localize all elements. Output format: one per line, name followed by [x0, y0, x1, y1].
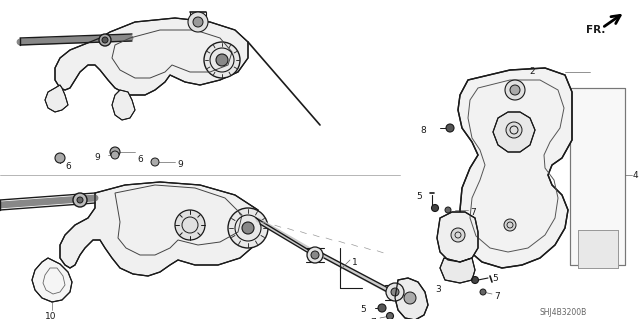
Circle shape — [175, 210, 205, 240]
Circle shape — [480, 289, 486, 295]
Text: 6: 6 — [65, 162, 71, 171]
Circle shape — [110, 147, 120, 157]
Circle shape — [387, 313, 394, 319]
Text: 5: 5 — [416, 192, 422, 201]
Circle shape — [446, 124, 454, 132]
Polygon shape — [570, 88, 625, 265]
Circle shape — [228, 208, 268, 248]
Text: 10: 10 — [45, 312, 56, 319]
Circle shape — [216, 54, 228, 66]
Circle shape — [242, 222, 254, 234]
Circle shape — [510, 85, 520, 95]
Circle shape — [404, 292, 416, 304]
Circle shape — [378, 304, 386, 312]
Circle shape — [505, 80, 525, 100]
Polygon shape — [60, 182, 262, 276]
Polygon shape — [112, 90, 135, 120]
Text: 4: 4 — [633, 170, 639, 180]
Text: FR.: FR. — [586, 25, 605, 35]
Text: 7: 7 — [470, 208, 476, 217]
Circle shape — [391, 288, 399, 296]
Circle shape — [472, 277, 479, 284]
Polygon shape — [45, 85, 68, 112]
Circle shape — [151, 158, 159, 166]
Text: 5: 5 — [492, 274, 498, 283]
Text: SHJ4B3200B: SHJ4B3200B — [540, 308, 588, 317]
Polygon shape — [440, 258, 475, 283]
Text: 9: 9 — [177, 160, 183, 169]
Circle shape — [386, 283, 404, 301]
Circle shape — [504, 219, 516, 231]
Text: 7: 7 — [370, 318, 376, 319]
Circle shape — [55, 153, 65, 163]
Polygon shape — [395, 278, 428, 319]
Text: 9: 9 — [94, 153, 100, 162]
Polygon shape — [32, 258, 72, 302]
Text: 2: 2 — [529, 67, 535, 76]
Polygon shape — [578, 230, 618, 268]
Polygon shape — [55, 18, 248, 95]
Polygon shape — [493, 112, 535, 152]
Circle shape — [77, 197, 83, 203]
Circle shape — [445, 207, 451, 213]
Circle shape — [188, 12, 208, 32]
Text: 7: 7 — [494, 292, 500, 301]
Polygon shape — [458, 68, 572, 268]
Circle shape — [73, 193, 87, 207]
Text: 3: 3 — [435, 285, 441, 294]
Circle shape — [193, 17, 203, 27]
Polygon shape — [437, 212, 478, 262]
Circle shape — [311, 251, 319, 259]
Circle shape — [451, 228, 465, 242]
Circle shape — [307, 247, 323, 263]
Text: 8: 8 — [420, 126, 426, 135]
Circle shape — [204, 42, 240, 78]
Circle shape — [102, 37, 108, 43]
Text: 5: 5 — [360, 305, 365, 314]
Circle shape — [431, 204, 438, 211]
Text: 1: 1 — [352, 258, 358, 267]
Circle shape — [506, 122, 522, 138]
Circle shape — [111, 151, 119, 159]
Circle shape — [99, 34, 111, 46]
Text: 6: 6 — [137, 155, 143, 164]
